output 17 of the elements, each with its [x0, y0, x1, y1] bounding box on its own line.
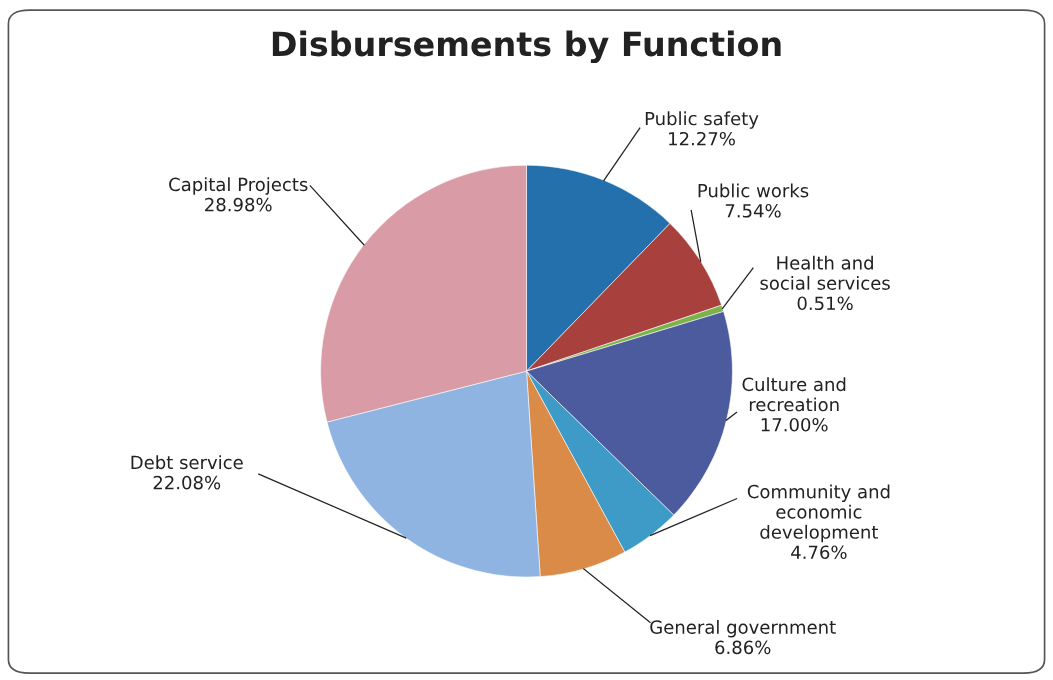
slice-label: Culture and recreation	[742, 377, 846, 412]
slice-label: General government	[650, 619, 836, 638]
slice-label: Health and social services	[760, 255, 890, 290]
data-label: 6.86%	[715, 640, 771, 655]
chart-title: Disbursements by Function	[272, 30, 781, 64]
slice-label: Public works	[698, 183, 809, 198]
slice-label: Public safety	[645, 111, 759, 129]
data-label: 12.27%	[669, 131, 735, 146]
data-label: 22.08%	[153, 475, 221, 490]
data-label: 28.98%	[205, 197, 272, 212]
data-label: 4.76%	[791, 545, 847, 560]
data-label: 7.54%	[725, 203, 781, 218]
data-label: 17.00%	[761, 417, 828, 432]
slice-label: Debt service	[131, 455, 243, 470]
slice-label: Capital Projects	[169, 177, 308, 195]
slice-label: Community and economic development	[747, 484, 890, 543]
data-label: 0.51%	[797, 296, 853, 311]
